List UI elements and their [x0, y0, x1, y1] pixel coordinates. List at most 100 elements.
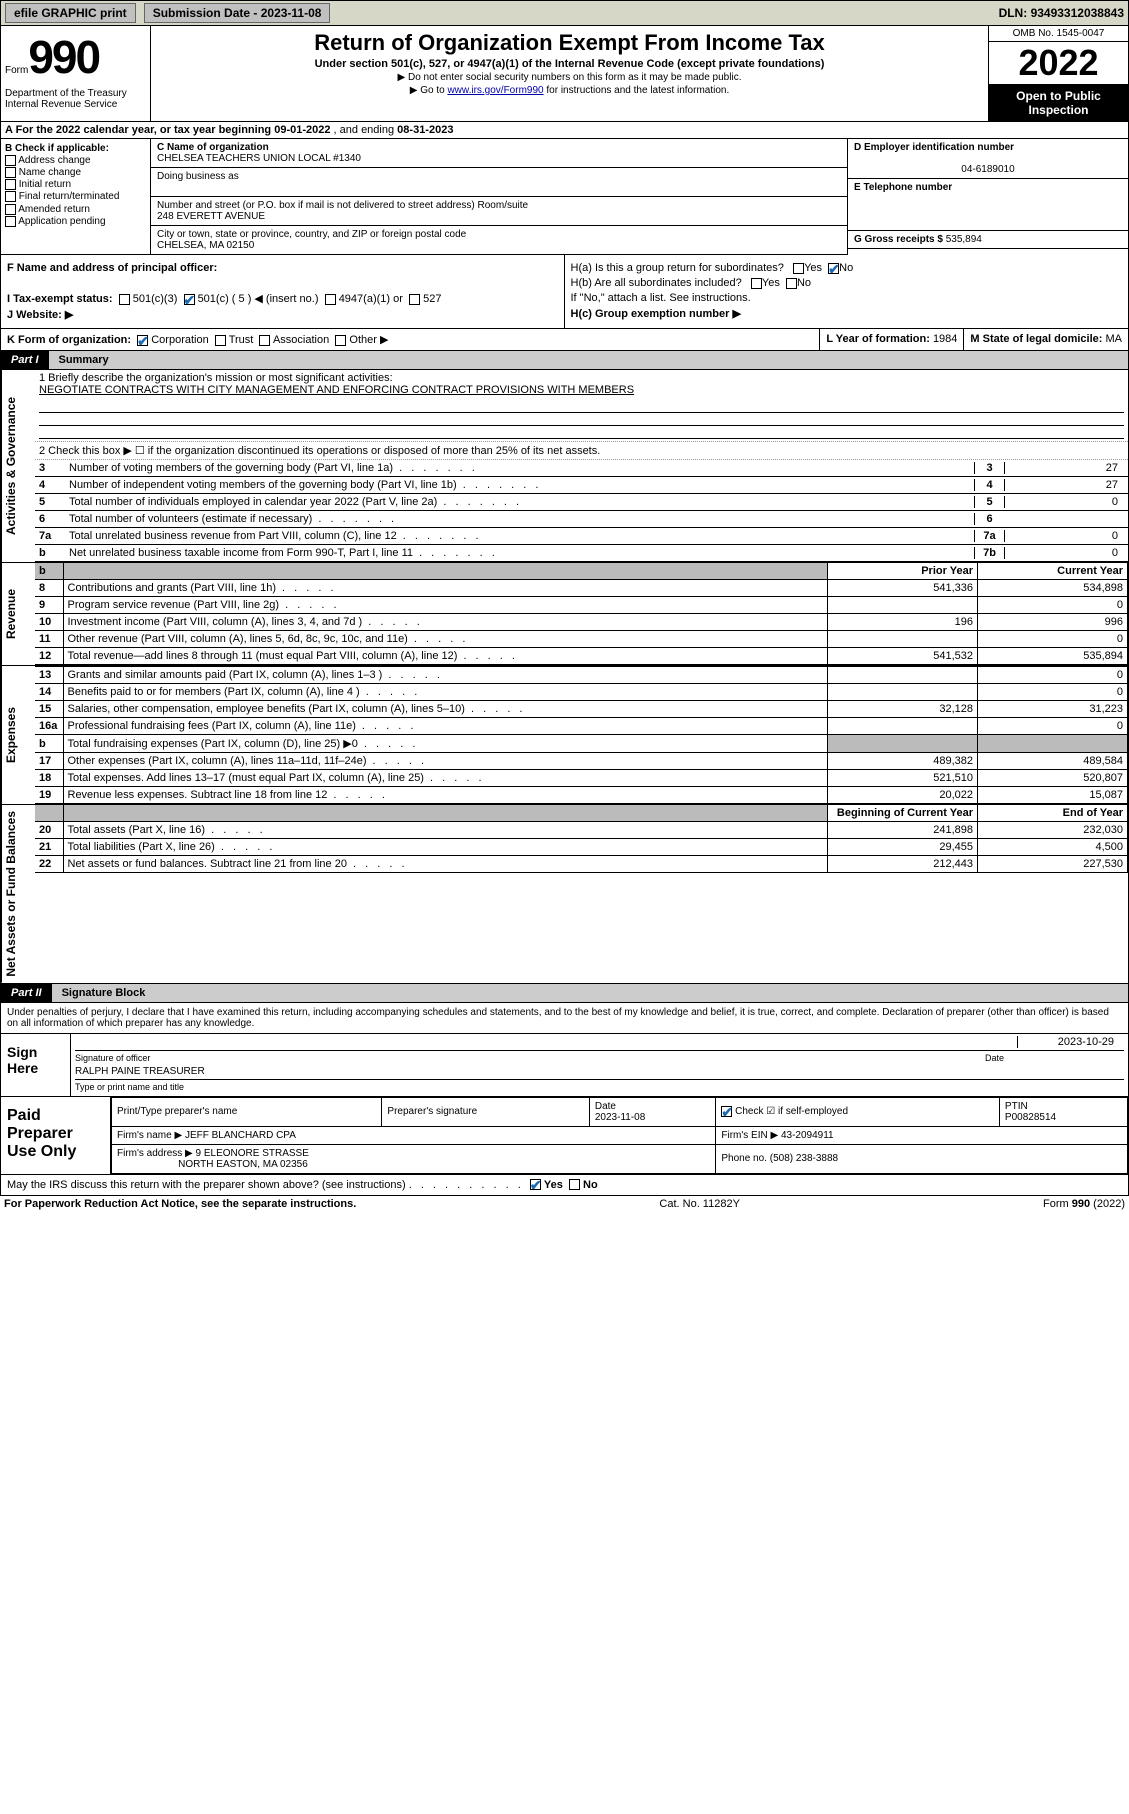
period-b-label: , and ending — [334, 124, 398, 136]
officer-name-title: RALPH PAINE TREASURER — [75, 1066, 205, 1077]
i-label: I Tax-exempt status: — [7, 293, 113, 305]
opt-name: Name change — [19, 167, 81, 178]
q1-row: 1 Briefly describe the organization's mi… — [35, 370, 1128, 442]
submission-label: Submission Date - — [153, 6, 261, 20]
firm-addr-label: Firm's address ▶ — [117, 1148, 196, 1159]
dept-treasury: Department of the Treasury Internal Reve… — [5, 88, 146, 110]
part2-number: Part II — [1, 984, 52, 1002]
opt-trust: Trust — [229, 334, 254, 346]
discuss-no: No — [583, 1179, 598, 1191]
city-value: CHELSEA, MA 02150 — [157, 240, 254, 251]
footer-cat: Cat. No. 11282Y — [659, 1198, 740, 1210]
type-label: Type or print name and title — [75, 1082, 1124, 1092]
table-row: 20Total assets (Part X, line 16) . . . .… — [35, 822, 1128, 839]
footer-form: Form 990 (2022) — [1043, 1198, 1125, 1210]
box-h: H(a) Is this a group return for subordin… — [565, 255, 1129, 328]
chk-ha-yes[interactable] — [793, 263, 804, 274]
submission-date: 2023-11-08 — [261, 6, 322, 20]
prep-name-hdr: Print/Type preparer's name — [112, 1097, 382, 1126]
box-m: M State of legal domicile: MA — [964, 329, 1128, 350]
chk-501c3[interactable] — [119, 294, 130, 305]
vlabel-na: Net Assets or Fund Balances — [1, 805, 35, 983]
chk-discuss-yes[interactable] — [530, 1179, 541, 1190]
table-row: 17Other expenses (Part IX, column (A), l… — [35, 753, 1128, 770]
dln-display: DLN: 93493312038843 — [999, 6, 1124, 20]
hb-no: No — [797, 277, 811, 289]
opt-pending: Application pending — [18, 216, 105, 227]
chk-hb-yes[interactable] — [751, 278, 762, 289]
part1-header: Part I Summary — [0, 351, 1129, 370]
opt-initial: Initial return — [19, 179, 71, 190]
ha-label: H(a) Is this a group return for subordin… — [571, 262, 784, 274]
discuss-row: May the IRS discuss this return with the… — [0, 1175, 1129, 1196]
efile-print-button[interactable]: efile GRAPHIC print — [5, 3, 136, 23]
part1-number: Part I — [1, 351, 49, 369]
form-note-ssn: ▶ Do not enter social security numbers o… — [157, 72, 982, 83]
table-row: 11Other revenue (Part VIII, column (A), … — [35, 631, 1128, 648]
chk-self-employed[interactable] — [721, 1106, 732, 1117]
open-inspection: Open to Public Inspection — [989, 85, 1128, 121]
col-curr: Current Year — [978, 563, 1128, 580]
opt-address: Address change — [18, 155, 90, 166]
chk-trust[interactable] — [215, 335, 226, 346]
chk-527[interactable] — [409, 294, 420, 305]
officer-group-block: F Name and address of principal officer:… — [0, 255, 1129, 329]
perjury-declaration: Under penalties of perjury, I declare th… — [0, 1003, 1129, 1034]
summary-row: 3Number of voting members of the governi… — [35, 460, 1128, 477]
preparer-block: Paid Preparer Use Only Print/Type prepar… — [0, 1097, 1129, 1175]
form-title: Return of Organization Exempt From Incom… — [157, 30, 982, 56]
firm-addr2: NORTH EASTON, MA 02356 — [178, 1159, 308, 1170]
form-number: 990 — [28, 31, 99, 83]
m-label: M State of legal domicile: — [970, 333, 1105, 345]
prep-date-hdr: Date — [595, 1101, 616, 1112]
chk-assoc[interactable] — [259, 335, 270, 346]
dln-label: DLN: — [999, 6, 1031, 20]
chk-discuss-no[interactable] — [569, 1179, 580, 1190]
sig-date: 2023-10-29 — [1017, 1036, 1114, 1048]
chk-ha-no[interactable] — [828, 263, 839, 274]
officer-sig-line[interactable]: 2023-10-29 — [75, 1050, 1124, 1051]
chk-corp[interactable] — [137, 335, 148, 346]
opt-4947: 4947(a)(1) or — [339, 293, 403, 305]
period-a-label: A For the 2022 calendar year, or tax yea… — [5, 124, 274, 136]
org-name: CHELSEA TEACHERS UNION LOCAL #1340 — [157, 153, 361, 164]
col-prior: Prior Year — [828, 563, 978, 580]
table-row: 10Investment income (Part VIII, column (… — [35, 614, 1128, 631]
table-row: 18Total expenses. Add lines 13–17 (must … — [35, 770, 1128, 787]
ha-yes: Yes — [804, 262, 822, 274]
vlabel-rev: Revenue — [1, 563, 35, 665]
submission-date-button[interactable]: Submission Date - 2023-11-08 — [144, 3, 331, 23]
box-f: F Name and address of principal officer:… — [1, 255, 565, 328]
hb-note: If "No," attach a list. See instructions… — [571, 292, 1123, 304]
chk-app-pending[interactable]: Application pending — [5, 216, 146, 227]
box-c: C Name of organizationCHELSEA TEACHERS U… — [151, 139, 848, 255]
part2-header: Part II Signature Block — [0, 984, 1129, 1003]
chk-hb-no[interactable] — [786, 278, 797, 289]
chk-4947[interactable] — [325, 294, 336, 305]
chk-address-change[interactable]: Address change — [5, 155, 146, 166]
tax-year: 2022 — [989, 42, 1128, 85]
firm-ein: 43-2094911 — [781, 1130, 834, 1141]
dln-value: 93493312038843 — [1031, 6, 1124, 20]
sig-officer-label: Signature of officer — [75, 1053, 150, 1063]
opt-501c3: 501(c)(3) — [133, 293, 178, 305]
ag-section: Activities & Governance 1 Briefly descri… — [0, 370, 1129, 563]
irs-link[interactable]: www.irs.gov/Form990 — [447, 85, 543, 96]
table-row: 22Net assets or fund balances. Subtract … — [35, 856, 1128, 873]
table-row: 15Salaries, other compensation, employee… — [35, 701, 1128, 718]
chk-name-change[interactable]: Name change — [5, 167, 146, 178]
chk-initial-return[interactable]: Initial return — [5, 179, 146, 190]
j-website-label: J Website: ▶ — [7, 309, 73, 321]
chk-501c[interactable] — [184, 294, 195, 305]
chk-final-return[interactable]: Final return/terminated — [5, 191, 146, 202]
sign-body: 2023-10-29 Signature of officer Date RAL… — [71, 1034, 1128, 1096]
l-value: 1984 — [933, 333, 957, 345]
chk-amended-return[interactable]: Amended return — [5, 204, 146, 215]
table-row: 16aProfessional fundraising fees (Part I… — [35, 718, 1128, 735]
box-b: B Check if applicable: Address change Na… — [1, 139, 151, 255]
form-header: Form990 Department of the Treasury Inter… — [0, 26, 1129, 122]
omb-number: OMB No. 1545-0047 — [989, 26, 1128, 42]
sign-here-block: Sign Here 2023-10-29 Signature of office… — [0, 1034, 1129, 1097]
discuss-cell: May the IRS discuss this return with the… — [1, 1175, 1128, 1195]
chk-other[interactable] — [335, 335, 346, 346]
